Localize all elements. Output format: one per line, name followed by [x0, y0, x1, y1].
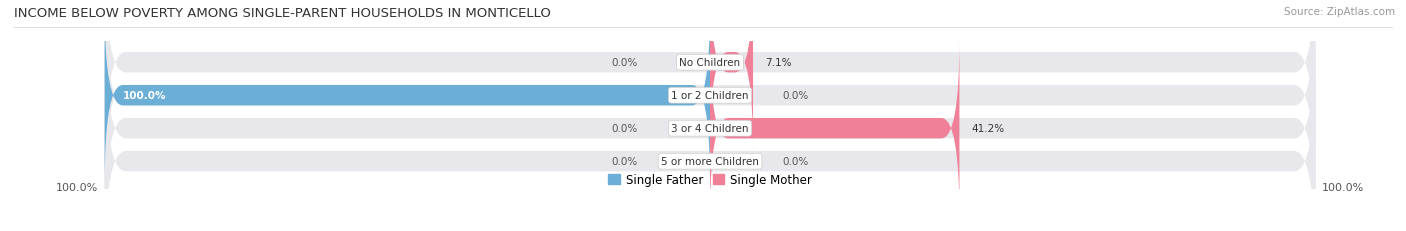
Text: 3 or 4 Children: 3 or 4 Children: [671, 124, 749, 134]
Text: 5 or more Children: 5 or more Children: [661, 157, 759, 167]
Text: 41.2%: 41.2%: [972, 124, 1005, 134]
FancyBboxPatch shape: [104, 0, 1316, 168]
Text: No Children: No Children: [679, 58, 741, 68]
Text: 0.0%: 0.0%: [612, 124, 637, 134]
FancyBboxPatch shape: [104, 24, 1316, 231]
Text: 0.0%: 0.0%: [783, 157, 808, 167]
Text: 0.0%: 0.0%: [783, 91, 808, 101]
Text: 1 or 2 Children: 1 or 2 Children: [671, 91, 749, 101]
FancyBboxPatch shape: [104, 0, 1316, 201]
Text: 0.0%: 0.0%: [612, 58, 637, 68]
Text: INCOME BELOW POVERTY AMONG SINGLE-PARENT HOUSEHOLDS IN MONTICELLO: INCOME BELOW POVERTY AMONG SINGLE-PARENT…: [14, 7, 551, 20]
Legend: Single Father, Single Mother: Single Father, Single Mother: [603, 169, 817, 191]
FancyBboxPatch shape: [710, 40, 959, 217]
Text: 7.1%: 7.1%: [765, 58, 792, 68]
FancyBboxPatch shape: [710, 0, 754, 151]
FancyBboxPatch shape: [104, 57, 1316, 231]
Text: 100.0%: 100.0%: [56, 182, 98, 192]
FancyBboxPatch shape: [104, 7, 710, 184]
Text: 0.0%: 0.0%: [612, 157, 637, 167]
Text: 100.0%: 100.0%: [1322, 182, 1364, 192]
Text: 100.0%: 100.0%: [122, 91, 166, 101]
Text: Source: ZipAtlas.com: Source: ZipAtlas.com: [1284, 7, 1395, 17]
